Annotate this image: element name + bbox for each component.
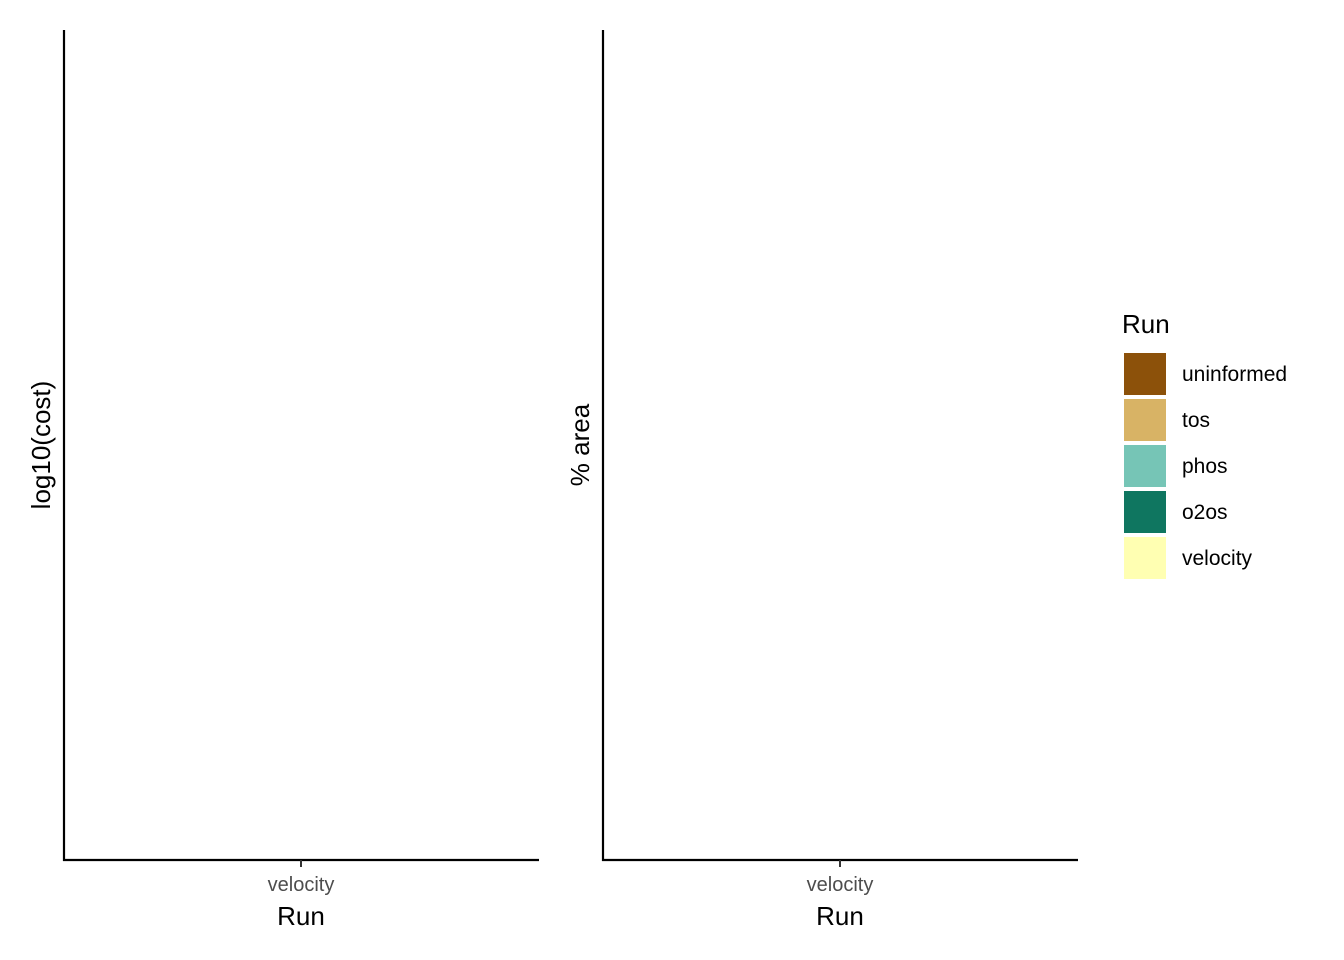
legend-label-tos: tos xyxy=(1182,409,1210,432)
legend-items: uninformed tos phos o2os velocity xyxy=(1124,353,1287,579)
right-x-axis-title: Run xyxy=(816,901,864,931)
legend-key-velocity xyxy=(1124,537,1166,579)
legend-key-uninformed xyxy=(1124,353,1166,395)
legend: Run uninformed tos phos o2os velocity xyxy=(1122,309,1287,579)
legend-label-uninformed: uninformed xyxy=(1182,363,1287,386)
legend-key-phos xyxy=(1124,445,1166,487)
right-x-tick-label: velocity xyxy=(807,874,874,896)
legend-key-o2os xyxy=(1124,491,1166,533)
legend-key-tos xyxy=(1124,399,1166,441)
left-x-tick-label: velocity xyxy=(268,874,335,896)
legend-label-velocity: velocity xyxy=(1182,547,1253,570)
left-panel: velocity Run log10(cost) xyxy=(26,30,539,931)
right-y-axis-title: % area xyxy=(565,403,595,486)
legend-title: Run xyxy=(1122,309,1170,339)
left-x-axis-title: Run xyxy=(277,901,325,931)
legend-label-o2os: o2os xyxy=(1182,501,1228,524)
left-y-axis-title: log10(cost) xyxy=(26,381,56,510)
legend-label-phos: phos xyxy=(1182,455,1228,478)
right-panel: velocity Run % area xyxy=(565,30,1078,931)
